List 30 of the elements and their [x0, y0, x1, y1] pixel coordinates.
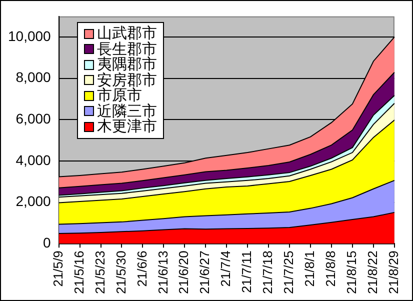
- x-tick-label: 21/6/27: [197, 250, 212, 294]
- x-tick-label: 21/6/13: [155, 250, 170, 294]
- x-tick-label: 21/5/30: [113, 250, 128, 294]
- x-tick-label: 21/7/18: [260, 250, 276, 294]
- y-tick-label: 6,000: [16, 110, 52, 127]
- legend-label: 近隣三市: [97, 102, 157, 120]
- y-tick-label: 2,000: [16, 193, 52, 210]
- x-tick-label: 21/5/16: [71, 250, 86, 294]
- x-tick-label: 21/8/22: [365, 250, 380, 294]
- x-tick-label: 21/7/25: [281, 250, 296, 294]
- x-tick-label: 21/8/29: [386, 250, 401, 294]
- x-tick-label: 21/6/6: [134, 250, 150, 287]
- x-tick-label: 21/8/8: [323, 250, 338, 287]
- legend-label: 長生郡市: [97, 40, 157, 58]
- y-tick-label: 0: [43, 234, 52, 250]
- x-tick-label: 21/8/15: [344, 250, 360, 294]
- legend-label: 市原市: [97, 87, 142, 104]
- y-tick-label: 10,000: [8, 28, 52, 44]
- x-tick-label: 21/5/23: [92, 250, 108, 294]
- x-tick-label: 21/8/1: [302, 250, 318, 287]
- x-tick-label: 21/5/9: [50, 250, 66, 287]
- x-tick-label: 21/7/11: [239, 250, 254, 294]
- x-tick-label: 21/6/20: [176, 250, 192, 294]
- legend-label: 山武郡市: [97, 25, 157, 42]
- legend-label: 木更津市: [97, 118, 157, 135]
- y-tick-label: 8,000: [16, 69, 52, 86]
- legend-label: 夷隅郡市: [97, 56, 157, 73]
- x-tick-label: 21/7/4: [218, 250, 234, 287]
- y-tick-label: 4,000: [16, 152, 52, 168]
- legend-label: 安房郡市: [97, 72, 157, 88]
